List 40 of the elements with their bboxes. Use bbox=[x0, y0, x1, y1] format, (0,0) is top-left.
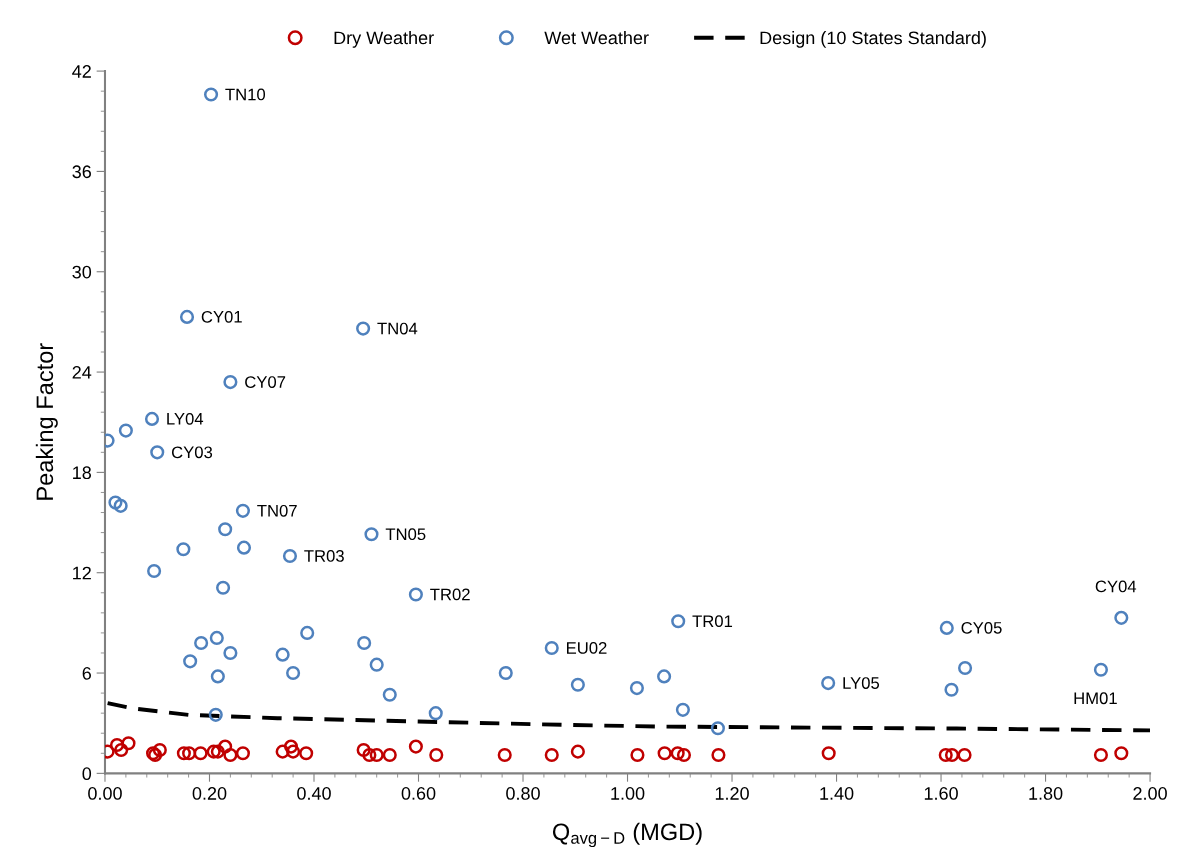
x-tick-label: 0.40 bbox=[297, 787, 331, 800]
y-tick-label: 42 bbox=[72, 65, 91, 78]
x-tick-label: 1.60 bbox=[924, 787, 958, 800]
x-tick-label: 0.00 bbox=[88, 787, 122, 800]
y-tick-label: 12 bbox=[73, 566, 91, 580]
annotation: TN10 bbox=[225, 88, 266, 101]
y-tick-label: 0 bbox=[82, 767, 92, 781]
y-tick-label: 36 bbox=[72, 165, 91, 179]
annotation: TR01 bbox=[692, 615, 733, 628]
y-tick-label: 6 bbox=[82, 666, 91, 680]
legend-label: Wet Weather bbox=[544, 30, 649, 45]
x-tick-label: 1.40 bbox=[820, 787, 854, 800]
annotation: CY05 bbox=[961, 621, 1002, 634]
y-tick-label: 18 bbox=[73, 466, 92, 480]
annotation: CY01 bbox=[201, 310, 242, 323]
annotation: HM01 bbox=[1074, 692, 1117, 705]
annotation: CY07 bbox=[245, 376, 286, 388]
annotation: TN04 bbox=[377, 322, 418, 335]
x-tick-label: 0.60 bbox=[401, 787, 436, 800]
annotation: LY05 bbox=[843, 677, 880, 689]
x-tick-label: 1.00 bbox=[611, 787, 645, 800]
annotation: LY04 bbox=[167, 412, 204, 425]
y-axis-title: Peaking Factor bbox=[35, 343, 58, 500]
annotation: CY03 bbox=[171, 446, 213, 459]
x-axis-title: Q$_{avg−D}$ (MGD) bbox=[552, 822, 702, 848]
y-tick-label: 30 bbox=[72, 265, 92, 279]
annotation: EU02 bbox=[567, 642, 607, 654]
x-tick-label: 0.20 bbox=[192, 787, 227, 800]
annotation: TR03 bbox=[304, 550, 344, 562]
annotation: TR02 bbox=[430, 588, 470, 601]
x-tick-label: 2.00 bbox=[1133, 787, 1167, 800]
y-tick-label: 24 bbox=[72, 366, 92, 379]
annotation: CY04 bbox=[1095, 580, 1137, 593]
x-tick-label: 0.80 bbox=[506, 787, 540, 800]
annotation: TN05 bbox=[385, 528, 426, 541]
legend-label: Dry Weather bbox=[334, 30, 434, 48]
x-tick-label: 1.20 bbox=[715, 787, 749, 800]
annotation: TN07 bbox=[257, 504, 297, 517]
x-tick-label: 1.80 bbox=[1029, 787, 1063, 800]
legend-label: Design (10 States Standard) bbox=[760, 30, 986, 48]
